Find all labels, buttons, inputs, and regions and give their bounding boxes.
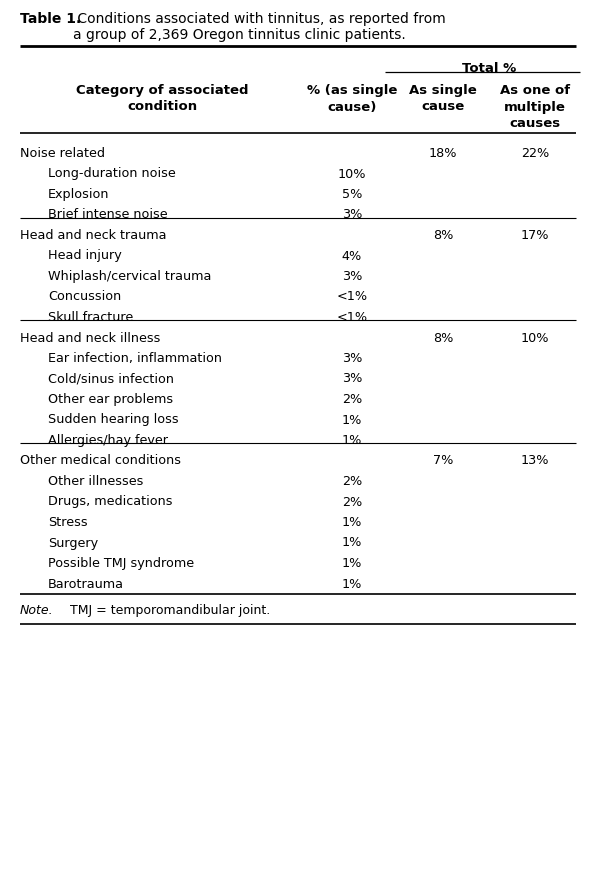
Text: 1%: 1%: [342, 414, 362, 426]
Text: Note.: Note.: [20, 604, 54, 617]
Text: Head and neck trauma: Head and neck trauma: [20, 229, 166, 242]
Text: 3%: 3%: [342, 372, 362, 385]
Text: <1%: <1%: [336, 311, 368, 324]
Text: Other ear problems: Other ear problems: [48, 393, 173, 406]
Text: Table 1.: Table 1.: [20, 12, 81, 26]
Text: Total %: Total %: [462, 62, 516, 75]
Text: Whiplash/cervical trauma: Whiplash/cervical trauma: [48, 270, 212, 283]
Text: As one of
multiple
causes: As one of multiple causes: [500, 84, 570, 130]
Text: Long-duration noise: Long-duration noise: [48, 167, 176, 180]
Text: 2%: 2%: [342, 393, 362, 406]
Text: Possible TMJ syndrome: Possible TMJ syndrome: [48, 557, 194, 570]
Text: 8%: 8%: [433, 229, 453, 242]
Text: 10%: 10%: [521, 332, 550, 345]
Text: Other illnesses: Other illnesses: [48, 475, 144, 488]
Text: 4%: 4%: [342, 249, 362, 263]
Text: TMJ = temporomandibular joint.: TMJ = temporomandibular joint.: [58, 604, 270, 617]
Text: Brief intense noise: Brief intense noise: [48, 209, 167, 222]
Text: Other medical conditions: Other medical conditions: [20, 454, 181, 468]
Text: 1%: 1%: [342, 434, 362, 447]
Text: Category of associated
condition: Category of associated condition: [76, 84, 249, 113]
Text: Explosion: Explosion: [48, 188, 110, 201]
Text: 3%: 3%: [342, 352, 362, 365]
Text: 18%: 18%: [429, 147, 457, 160]
Text: Skull fracture: Skull fracture: [48, 311, 134, 324]
Text: Ear infection, inflammation: Ear infection, inflammation: [48, 352, 222, 365]
Text: 3%: 3%: [342, 270, 362, 283]
Text: 7%: 7%: [433, 454, 453, 468]
Text: <1%: <1%: [336, 291, 368, 303]
Text: 2%: 2%: [342, 496, 362, 508]
Text: Concussion: Concussion: [48, 291, 121, 303]
Text: Sudden hearing loss: Sudden hearing loss: [48, 414, 179, 426]
Text: 5%: 5%: [342, 188, 362, 201]
Text: Noise related: Noise related: [20, 147, 105, 160]
Text: 13%: 13%: [521, 454, 550, 468]
Text: 2%: 2%: [342, 475, 362, 488]
Text: Conditions associated with tinnitus, as reported from
a group of 2,369 Oregon ti: Conditions associated with tinnitus, as …: [73, 12, 446, 42]
Text: Barotrauma: Barotrauma: [48, 577, 124, 591]
Text: Drugs, medications: Drugs, medications: [48, 496, 172, 508]
Text: 22%: 22%: [521, 147, 549, 160]
Text: Cold/sinus infection: Cold/sinus infection: [48, 372, 174, 385]
Text: 8%: 8%: [433, 332, 453, 345]
Text: As single
cause: As single cause: [409, 84, 477, 113]
Text: 1%: 1%: [342, 537, 362, 550]
Text: % (as single
cause): % (as single cause): [307, 84, 397, 113]
Text: Allergies/hay fever: Allergies/hay fever: [48, 434, 168, 447]
Text: 17%: 17%: [521, 229, 550, 242]
Text: Stress: Stress: [48, 516, 88, 529]
Text: 1%: 1%: [342, 577, 362, 591]
Text: Head and neck illness: Head and neck illness: [20, 332, 160, 345]
Text: Surgery: Surgery: [48, 537, 98, 550]
Text: 1%: 1%: [342, 557, 362, 570]
Text: 10%: 10%: [338, 167, 367, 180]
Text: 3%: 3%: [342, 209, 362, 222]
Text: 1%: 1%: [342, 516, 362, 529]
Text: Head injury: Head injury: [48, 249, 122, 263]
